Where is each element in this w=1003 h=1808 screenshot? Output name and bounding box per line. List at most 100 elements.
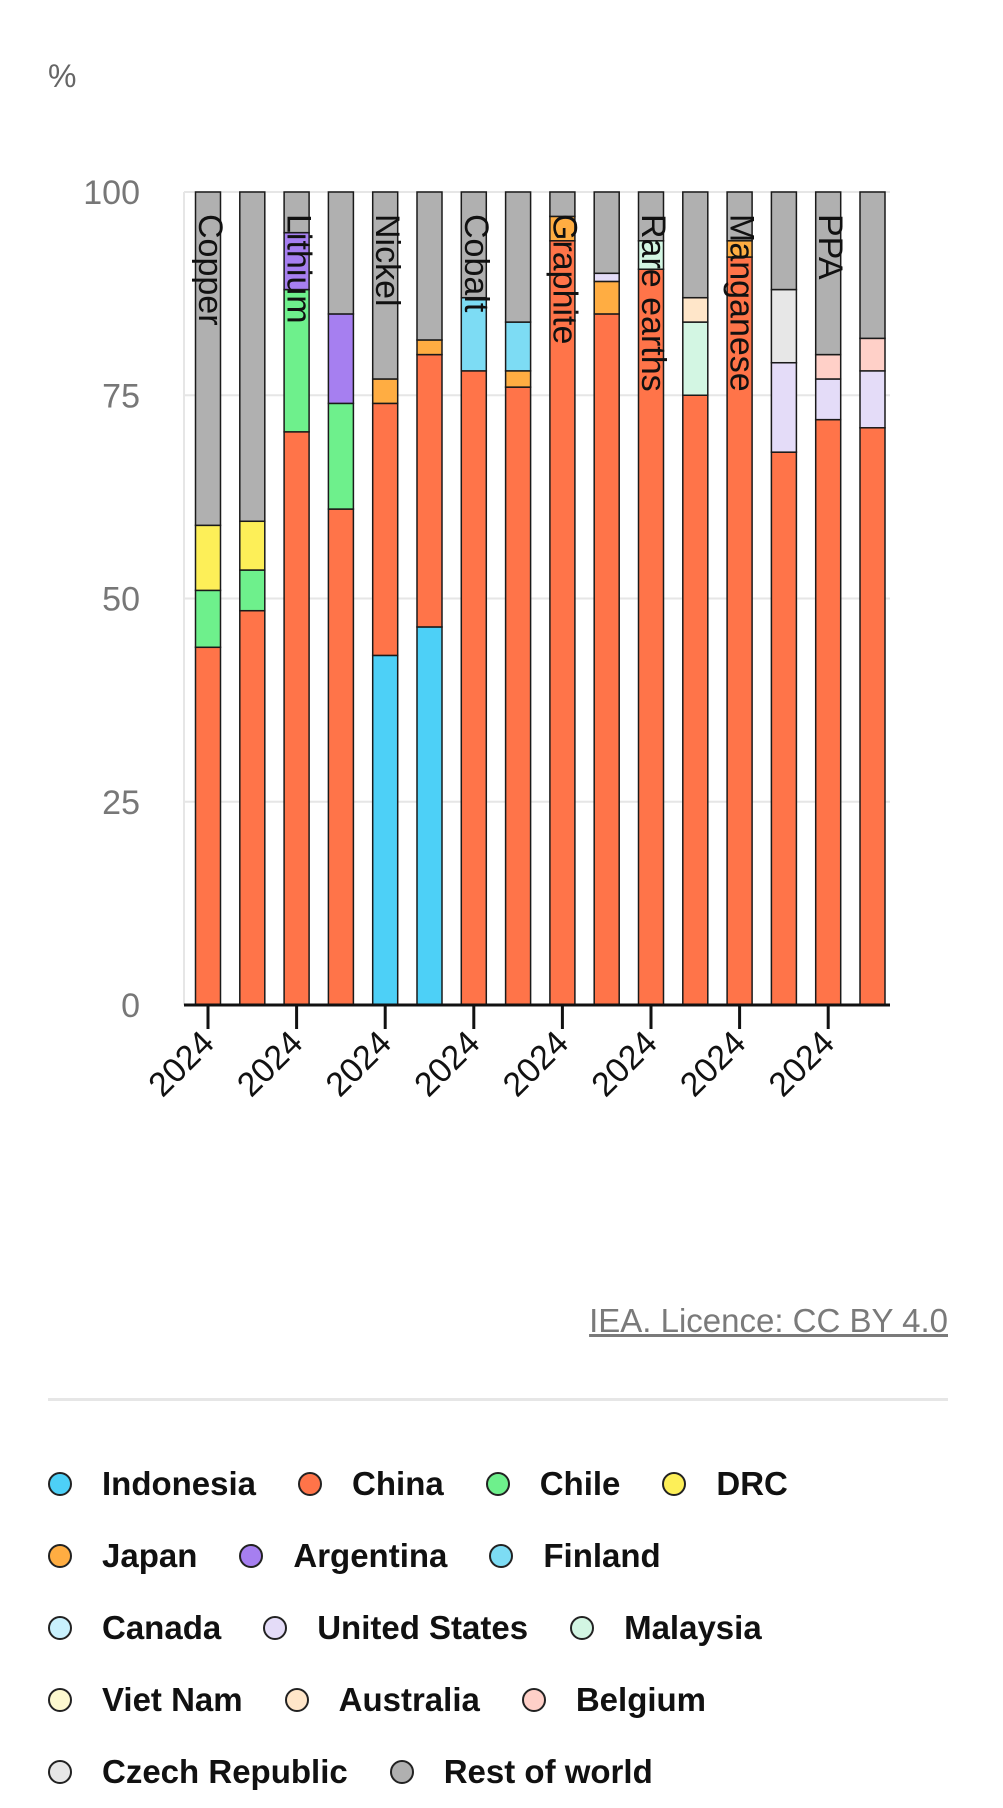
legend-swatch [48,1688,72,1712]
y-tick-label: 75 [102,377,140,415]
bar-segment-argentina[interactable] [283,231,310,291]
bar-segment-rest-of-world[interactable] [682,191,709,299]
legend-swatch [239,1544,264,1568]
group-label: Graphite [545,214,583,344]
bar-segment-drc[interactable] [239,520,266,571]
bar-segment-rest-of-world[interactable] [549,191,576,218]
legend-swatch [48,1616,72,1640]
legend-item-finland[interactable]: Finland [489,1537,661,1575]
y-tick-label: 25 [102,784,140,822]
bar-segment-rest-of-world[interactable] [859,191,886,340]
bar-segment-czech-republic[interactable] [770,288,798,364]
bar-segment-japan[interactable] [593,280,620,315]
legend-swatch [48,1760,72,1784]
y-axis-unit-label: % [48,58,77,94]
legend-label: Argentina [293,1537,448,1574]
bar-segment-rest-of-world[interactable] [460,191,488,299]
legend-item-japan[interactable]: Japan [48,1537,197,1575]
bar-segment-china[interactable] [194,646,222,1006]
bar-segment-rest-of-world[interactable] [416,191,443,341]
legend-item-indonesia[interactable]: Indonesia [48,1465,256,1503]
bar-segment-japan[interactable] [416,339,443,356]
bar-segment-china[interactable] [770,451,798,1006]
bar-segment-belgium[interactable] [859,337,886,372]
bar-segment-china[interactable] [283,431,310,1006]
bar-segment-rest-of-world[interactable] [770,191,798,291]
bar-segment-rest-of-world[interactable] [239,191,266,523]
bar-segment-china[interactable] [239,609,266,1006]
bar-segment-china[interactable] [682,394,709,1006]
bar-segment-australia[interactable] [682,296,709,323]
y-tick-label: 50 [102,581,140,619]
legend-label: Viet Nam [102,1681,243,1718]
legend-label: Australia [338,1681,480,1718]
legend-item-united-states[interactable]: United States [263,1609,528,1647]
bar-segment-chile[interactable] [327,402,355,510]
legend-swatch [521,1688,546,1712]
bar-segment-finland[interactable] [504,321,532,372]
bar-segment-china[interactable] [504,386,532,1006]
bar-segment-chile[interactable] [283,288,310,433]
legend-label: Czech Republic [102,1753,348,1790]
x-tick-label: 2024 [407,1024,487,1104]
legend-swatch [298,1472,323,1496]
bar-segment-rest-of-world[interactable] [504,191,532,323]
legend-item-rest-of-world[interactable]: Rest of world [389,1753,653,1791]
group-label: PPA [811,214,849,280]
legend: Indonesia China Chile DRC Japan Argentina Finl… [48,1448,968,1808]
bar-segment-china[interactable] [859,427,886,1006]
bar-segment-china[interactable] [814,418,842,1006]
bar-segment-rest-of-world[interactable] [283,191,310,234]
legend-label: Rest of world [443,1753,653,1790]
bar-segment-malaysia[interactable] [637,240,665,270]
bar-segment-china[interactable] [549,240,576,1006]
bar-segment-rest-of-world[interactable] [194,191,222,527]
bar-segment-belgium[interactable] [814,353,842,380]
bar-segment-chile[interactable] [194,589,222,649]
bar-segment-japan[interactable] [371,378,399,405]
legend-item-australia[interactable]: Australia [284,1681,480,1719]
bar-segment-china[interactable] [593,313,620,1006]
group-label: Cobalt [457,214,495,313]
bar-segment-indonesia[interactable] [416,626,443,1006]
bar-segment-argentina[interactable] [327,313,355,405]
legend-row: Czech Republic Rest of world [48,1736,968,1808]
legend-row: Indonesia China Chile DRC [48,1448,968,1520]
bar-segment-rest-of-world[interactable] [726,191,753,242]
legend-item-malaysia[interactable]: Malaysia [570,1609,762,1647]
legend-item-argentina[interactable]: Argentina [239,1537,447,1575]
bar-segment-united-states[interactable] [593,272,620,283]
legend-item-canada[interactable]: Canada [48,1609,221,1647]
bar-segment-united-states[interactable] [814,378,842,421]
bar-segment-rest-of-world[interactable] [593,191,620,275]
bar-segment-malaysia[interactable] [682,321,709,396]
x-tick-label: 2024 [673,1024,753,1104]
bar-segment-rest-of-world[interactable] [637,191,665,242]
legend-swatch [48,1472,72,1496]
bar-segment-china[interactable] [371,402,399,657]
bar-segment-chile[interactable] [239,569,266,612]
group-label: Lithium [280,214,318,324]
legend-swatch [263,1616,288,1640]
bar-segment-united-states[interactable] [770,361,798,453]
bar-segment-japan[interactable] [504,370,532,388]
bar-segment-rest-of-world[interactable] [371,191,399,380]
licence-link[interactable]: IEA. Licence: CC BY 4.0 [589,1302,948,1339]
bar-segment-china[interactable] [416,353,443,628]
bar-segment-indonesia[interactable] [371,654,399,1006]
legend-label: Malaysia [624,1609,762,1646]
bar-segment-china[interactable] [327,508,355,1006]
bar-segment-china[interactable] [460,370,488,1006]
legend-swatch [489,1544,514,1568]
legend-item-viet-nam[interactable]: Viet Nam [48,1681,243,1719]
bar-segment-rest-of-world[interactable] [814,191,842,356]
legend-item-belgium[interactable]: Belgium [521,1681,707,1719]
bar-segment-drc[interactable] [194,524,222,592]
legend-item-drc[interactable]: DRC [662,1465,788,1503]
legend-item-china[interactable]: China [298,1465,444,1503]
legend-item-chile[interactable]: Chile [485,1465,620,1503]
legend-item-czech-republic[interactable]: Czech Republic [48,1753,348,1791]
bar-segment-rest-of-world[interactable] [327,191,355,315]
legend-label: Belgium [575,1681,707,1718]
bar-segment-united-states[interactable] [859,370,886,429]
